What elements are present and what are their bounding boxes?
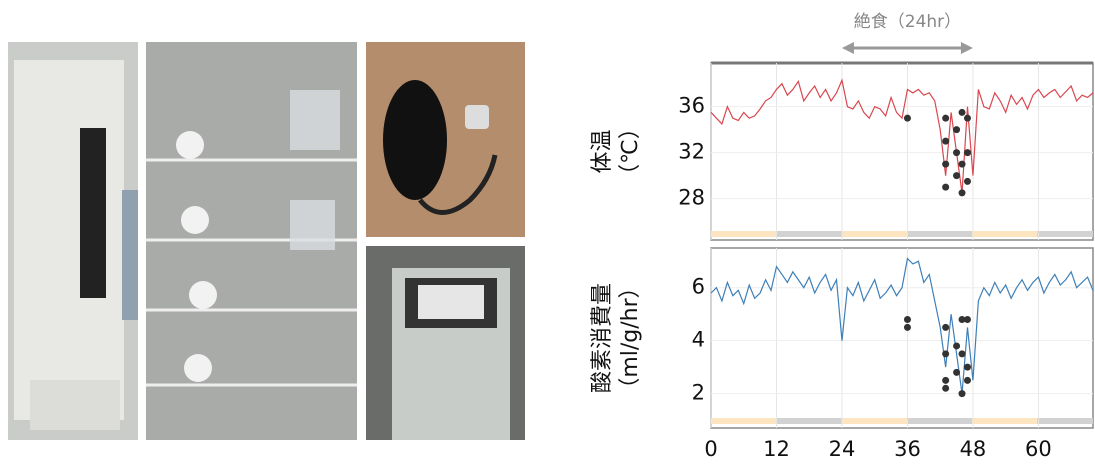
data-point xyxy=(903,114,911,122)
data-point xyxy=(958,108,966,116)
data-point xyxy=(903,323,911,331)
data-point xyxy=(942,137,950,145)
data-point xyxy=(953,342,961,350)
data-point xyxy=(963,376,971,384)
y-tick-label: 2 xyxy=(692,381,705,405)
y-axis-label: 酸素消費量 xyxy=(590,283,615,393)
annotation: 絶食（24hr） xyxy=(854,12,961,32)
x-tick-label: 24 xyxy=(829,437,856,461)
data-point xyxy=(942,376,950,384)
data-point xyxy=(963,315,971,323)
y-tick-label: 6 xyxy=(692,275,705,299)
y-tick-label: 4 xyxy=(692,328,705,352)
x-tick-label: 60 xyxy=(1025,437,1052,461)
arrow-head xyxy=(960,42,973,54)
plot-frame xyxy=(710,62,1094,241)
data-point xyxy=(953,368,961,376)
light-dark-bar xyxy=(711,231,1093,424)
data-point xyxy=(958,390,966,398)
photo-chambers xyxy=(146,42,357,440)
x-tick-label: 48 xyxy=(960,437,987,461)
data-point xyxy=(903,315,911,323)
data-point xyxy=(963,114,971,122)
data-point xyxy=(942,160,950,168)
data-point xyxy=(953,149,961,157)
data-point xyxy=(958,160,966,168)
y-axis-label: 体温 xyxy=(590,129,615,173)
data-point xyxy=(942,350,950,358)
data-point xyxy=(963,363,971,371)
y-axis-label: （℃） xyxy=(618,117,643,186)
x-tick-label: 12 xyxy=(763,437,790,461)
photo-analyzer xyxy=(366,246,525,440)
data-point xyxy=(958,315,966,323)
data-point xyxy=(963,149,971,157)
y-tick-label: 32 xyxy=(678,140,705,164)
data-line xyxy=(710,78,1094,193)
data-point xyxy=(958,350,966,358)
data-point xyxy=(942,323,950,331)
data-point xyxy=(953,172,961,180)
photo-mouse xyxy=(366,42,525,237)
data-point xyxy=(942,384,950,392)
arrow-head xyxy=(841,42,854,54)
x-tick-label: 0 xyxy=(704,437,717,461)
photo-incubator xyxy=(8,42,138,440)
data-line xyxy=(710,257,1094,394)
data-point xyxy=(942,114,950,122)
plot-frame xyxy=(710,247,1094,429)
data-point xyxy=(953,126,961,134)
y-axis-label: （ml/g/hr） xyxy=(618,276,643,399)
x-tick-label: 36 xyxy=(894,437,921,461)
data-point xyxy=(958,189,966,197)
data-point xyxy=(963,177,971,185)
y-tick-label: 28 xyxy=(678,186,705,210)
y-tick-label: 36 xyxy=(678,94,705,118)
data-point xyxy=(942,183,950,191)
